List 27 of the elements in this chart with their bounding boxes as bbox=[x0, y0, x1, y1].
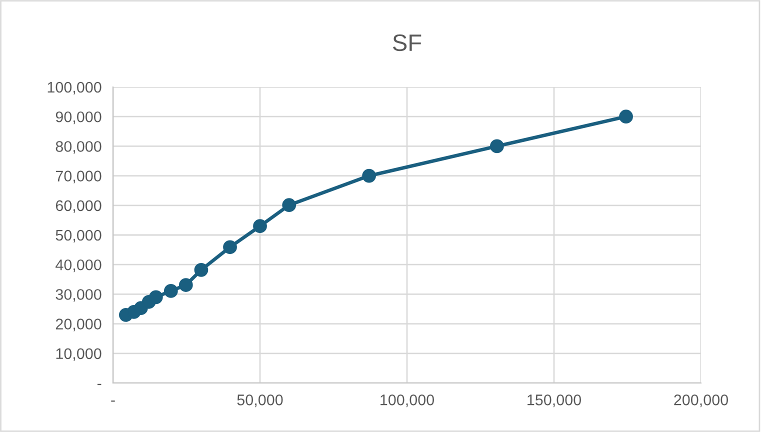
y-tick-label: - bbox=[97, 384, 102, 386]
point bbox=[490, 139, 504, 154]
point bbox=[178, 278, 193, 292]
point bbox=[282, 198, 296, 212]
x-tick-label: 200,000 bbox=[674, 394, 728, 408]
y-tick-label: 90,000 bbox=[56, 111, 102, 124]
x-tick-label: 150,000 bbox=[528, 394, 582, 408]
y-tick-label: 20,000 bbox=[56, 318, 102, 332]
y-tick-label: 100,000 bbox=[48, 82, 102, 94]
point bbox=[194, 262, 208, 277]
x-tick-label: - bbox=[111, 400, 115, 402]
y-tick-label: 80,000 bbox=[56, 141, 102, 154]
chart-title: SF bbox=[392, 34, 422, 52]
y-tick-label: 70,000 bbox=[56, 170, 102, 184]
point bbox=[148, 290, 163, 304]
x-tick-label: 50,000 bbox=[237, 394, 283, 408]
x-tick-label: 100,000 bbox=[380, 394, 434, 408]
point bbox=[164, 284, 178, 298]
y-tick-label: 30,000 bbox=[56, 289, 102, 302]
y-tick-label: 40,000 bbox=[56, 259, 102, 272]
y-tick-label: 50,000 bbox=[56, 230, 102, 242]
point bbox=[362, 168, 376, 183]
point bbox=[223, 240, 237, 254]
point bbox=[619, 110, 633, 124]
y-tick-label: 10,000 bbox=[56, 348, 102, 361]
y-tick-label: 60,000 bbox=[56, 200, 102, 213]
point bbox=[253, 219, 267, 234]
